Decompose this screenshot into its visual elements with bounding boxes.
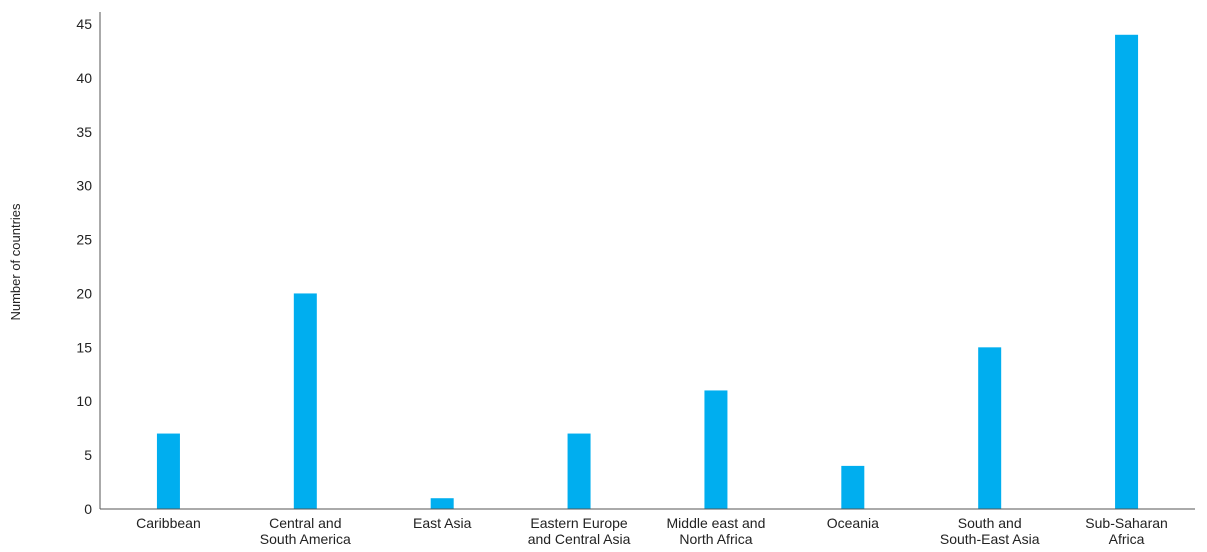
x-axis-labels: Caribbean Central and South America East As… <box>136 515 1168 547</box>
y-tick-label: 45 <box>76 16 92 32</box>
x-category-label-line: South America <box>260 531 351 547</box>
x-category-label: East Asia <box>413 515 472 531</box>
y-axis-title: Number of countries <box>8 203 23 321</box>
x-category-label: Caribbean <box>136 515 201 531</box>
y-tick-label: 30 <box>76 178 92 194</box>
x-category-label-line: Middle east and <box>667 515 766 531</box>
x-category-label-line: Africa <box>1109 531 1145 547</box>
y-tick-label: 25 <box>76 232 92 248</box>
y-tick-label: 5 <box>84 447 92 463</box>
x-category-label-line: South and <box>958 515 1022 531</box>
x-category-label-line: South-East Asia <box>940 531 1040 547</box>
bar <box>156 433 180 509</box>
x-category-label-line: East Asia <box>413 515 472 531</box>
x-category-label: Eastern Europe and Central Asia <box>528 515 631 547</box>
x-category-label: Oceania <box>827 515 879 531</box>
y-tick-label: 35 <box>76 124 92 140</box>
x-category-label: Central and South America <box>260 515 351 547</box>
bars <box>156 34 1139 510</box>
x-category-label-line: Central and <box>269 515 341 531</box>
y-tick-label: 15 <box>76 339 92 355</box>
x-category-label-line: Caribbean <box>136 515 201 531</box>
bar <box>978 347 1002 509</box>
y-tick-label: 10 <box>76 393 92 409</box>
x-category-label: Sub-Saharan Africa <box>1085 515 1168 547</box>
bar <box>293 293 317 509</box>
y-tick-label: 20 <box>76 285 92 301</box>
y-axis-ticks: 0 5 10 15 20 25 30 35 40 45 <box>76 16 92 517</box>
bar <box>430 498 454 509</box>
x-category-label-line: Oceania <box>827 515 879 531</box>
bar <box>704 390 728 509</box>
x-category-label-line: Sub-Saharan <box>1085 515 1168 531</box>
bar <box>1115 34 1139 510</box>
x-category-label-line: Eastern Europe <box>530 515 627 531</box>
x-category-label-line: and Central Asia <box>528 531 631 547</box>
x-category-label: South and South-East Asia <box>940 515 1040 547</box>
x-category-label: Middle east and North Africa <box>667 515 766 547</box>
x-category-label-line: North Africa <box>679 531 752 547</box>
bar <box>841 465 865 509</box>
bar <box>567 433 591 509</box>
y-tick-label: 40 <box>76 70 92 86</box>
y-tick-label: 0 <box>84 501 92 517</box>
